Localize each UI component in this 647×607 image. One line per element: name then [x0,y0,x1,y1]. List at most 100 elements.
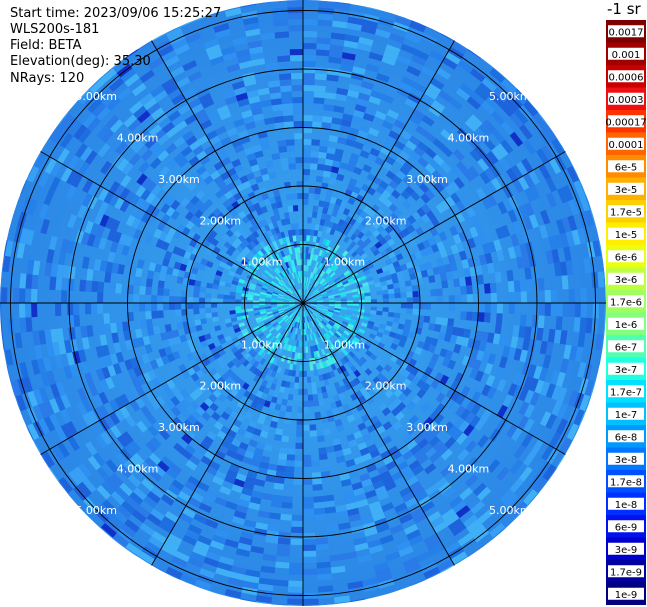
data-cell [287,1,303,8]
data-cell [209,540,225,551]
data-cell [348,248,356,255]
data-cell [228,245,237,253]
data-cell [438,481,452,494]
colorbar-tick-label: 1.7e-7 [610,387,642,398]
azimuth-spoke [40,151,304,304]
data-cell [512,501,528,517]
data-cell [358,293,365,298]
data-cell [392,260,401,268]
data-cell [260,291,267,296]
data-cell [172,246,181,255]
data-cell [343,228,350,236]
data-cell [303,97,314,104]
data-cell [221,372,230,381]
data-cell [447,318,455,327]
data-cell [291,307,297,312]
data-cell [214,325,222,332]
data-cell [393,217,403,227]
data-cell [310,229,315,236]
data-cell [524,187,535,203]
data-cell [422,239,431,249]
data-cell [201,98,215,109]
data-cell [420,373,430,383]
data-cell [361,80,375,90]
data-cell [243,256,251,263]
data-cell [312,235,318,243]
data-cell [11,379,22,397]
data-cell [155,357,165,368]
data-cell [99,214,110,227]
data-cell [294,291,299,297]
data-cell [160,192,171,204]
data-cell [77,204,88,219]
data-cell [252,360,260,368]
data-cell [465,276,473,286]
data-cell [261,273,268,279]
data-cell [254,478,266,487]
data-cell [328,262,335,269]
data-cell [197,135,209,146]
data-cell [357,554,372,564]
data-cell [151,531,167,544]
data-cell [487,459,501,473]
data-cell [73,303,80,315]
data-cell [222,90,236,100]
data-cell [237,333,245,340]
data-cell [344,316,351,321]
data-cell [472,235,482,247]
data-cell [316,43,331,51]
data-cell [324,506,337,514]
data-cell [518,387,529,402]
data-cell [145,318,153,328]
data-cell [332,325,339,331]
data-cell [161,382,171,393]
data-cell [181,226,191,236]
data-cell [567,215,578,231]
data-cell [494,323,502,335]
data-cell [284,283,290,289]
data-cell [400,129,412,141]
data-cell [161,456,174,468]
data-cell [306,235,311,242]
data-cell [314,242,319,249]
data-cell [292,97,303,104]
data-cell [303,193,309,200]
data-cell [67,154,80,170]
data-cell [291,514,303,521]
data-cell [119,187,131,200]
data-cell [272,13,289,21]
data-cell [270,343,276,350]
data-cell [360,363,369,372]
data-cell [85,280,93,292]
data-cell [388,293,395,299]
data-cell [380,249,388,257]
data-cell [216,430,227,440]
data-cell [244,22,260,32]
data-cell [331,356,337,364]
data-cell [417,438,429,450]
data-cell [297,277,300,284]
data-cell [169,303,176,310]
data-cell [212,316,219,323]
data-cell [294,460,303,467]
data-cell [121,244,130,256]
data-cell [371,204,380,213]
data-cell [315,350,321,358]
data-cell [292,321,296,328]
data-cell [281,398,288,406]
data-cell [79,279,87,292]
data-cell [364,527,378,537]
data-cell [89,78,105,94]
data-cell [460,397,471,409]
data-cell [323,104,335,112]
data-cell [281,97,293,105]
data-cell [439,272,448,282]
data-cell [454,372,464,383]
data-cell [65,185,77,200]
data-cell [416,340,425,349]
data-cell [254,346,262,354]
data-cell [217,180,227,190]
data-cell [297,253,301,260]
data-cell [114,197,125,210]
data-cell [187,296,194,303]
